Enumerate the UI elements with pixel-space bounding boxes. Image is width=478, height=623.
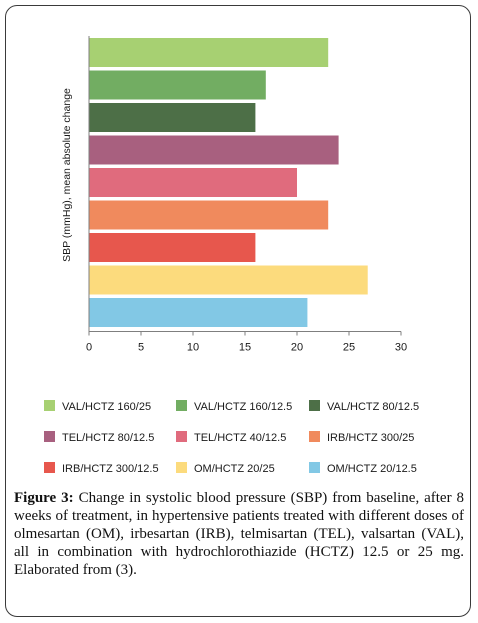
bars-group: [89, 38, 368, 327]
legend-label-om-hctz-20-25: OM/HCTZ 20/25: [194, 463, 275, 475]
legend-swatch-tel-hctz-80-12-5: [44, 431, 55, 442]
legend-label-tel-hctz-40-12-5: TEL/HCTZ 40/12.5: [194, 432, 286, 444]
x-tick-label-0: 0: [86, 342, 92, 354]
bar-val-hctz-160-12-5: [89, 70, 266, 100]
x-axis: [88, 36, 402, 336]
bar-val-hctz-160-25: [89, 38, 329, 67]
caption-label: Figure 3:: [14, 490, 74, 506]
x-tick-label-5: 5: [138, 342, 144, 354]
legend-swatch-tel-hctz-40-12-5: [176, 431, 187, 442]
y-axis-label: SBP (mmHg), mean absolute change: [61, 88, 73, 262]
legend-swatch-val-hctz-160-12-5: [176, 400, 187, 411]
legend-swatch-irb-hctz-300-12-5: [44, 462, 55, 473]
bar-irb-hctz-300-12-5: [89, 233, 256, 262]
x-tick-labels: 0 5 10 15 20 25 30: [86, 342, 407, 354]
bar-tel-hctz-80-12-5: [89, 135, 339, 165]
figure-caption: Figure 3: Change in systolic blood press…: [14, 489, 464, 579]
bar-val-hctz-80-12-5: [89, 103, 256, 132]
legend-swatch-val-hctz-80-12-5: [309, 400, 320, 411]
legend-swatch-om-hctz-20-25: [176, 462, 187, 473]
bar-om-hctz-20-25: [89, 265, 368, 295]
x-tick-label-30: 30: [395, 342, 407, 354]
bar-irb-hctz-300-25: [89, 200, 329, 230]
legend-label-irb-hctz-300-25: IRB/HCTZ 300/25: [327, 432, 414, 444]
x-tick-label-20: 20: [291, 342, 303, 354]
bar-tel-hctz-40-12-5: [89, 168, 297, 197]
legend-label-val-hctz-160-12-5: VAL/HCTZ 160/12.5: [194, 401, 292, 413]
legend-label-val-hctz-80-12-5: VAL/HCTZ 80/12.5: [327, 401, 419, 413]
legend-label-tel-hctz-80-12-5: TEL/HCTZ 80/12.5: [62, 432, 154, 444]
bar-om-hctz-20-12-5: [89, 298, 308, 327]
legend: VAL/HCTZ 160/25 VAL/HCTZ 160/12.5 VAL/HCTZ…: [44, 400, 419, 475]
x-tick-label-10: 10: [187, 342, 199, 354]
x-tick-label-25: 25: [343, 342, 355, 354]
caption-text: Change in systolic blood pressure (SBP) …: [14, 490, 464, 578]
x-tick-label-15: 15: [239, 342, 251, 354]
legend-label-irb-hctz-300-12-5: IRB/HCTZ 300/12.5: [62, 463, 159, 475]
legend-label-om-hctz-20-12-5: OM/HCTZ 20/12.5: [327, 463, 417, 475]
legend-swatch-om-hctz-20-12-5: [309, 462, 320, 473]
legend-swatch-val-hctz-160-25: [44, 400, 55, 411]
legend-label-val-hctz-160-25: VAL/HCTZ 160/25: [62, 401, 151, 413]
legend-swatch-irb-hctz-300-25: [309, 431, 320, 442]
